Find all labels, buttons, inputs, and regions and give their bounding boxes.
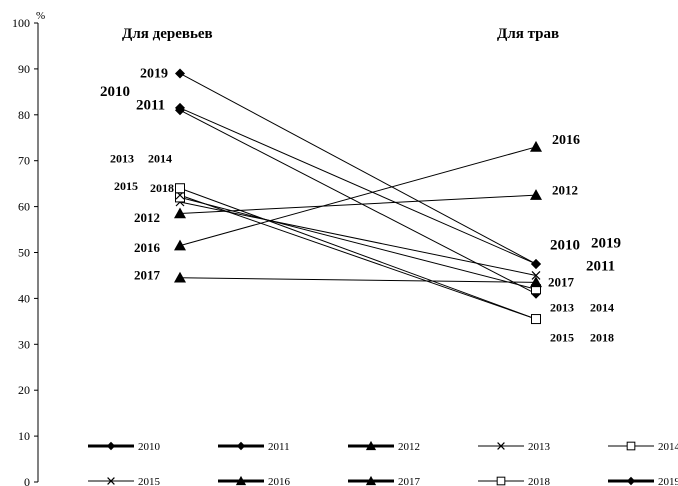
y-tick-label: 40 <box>18 291 30 305</box>
legend-item-2018: 2018 <box>478 476 551 486</box>
legend-label: 2018 <box>528 476 551 486</box>
legend-label: 2017 <box>398 476 421 486</box>
annotation-2016: 2016 <box>134 240 161 255</box>
y-axis-unit-label: % <box>36 10 45 22</box>
annotation-2011: 2011 <box>136 98 165 114</box>
series-line-2011 <box>179 109 537 295</box>
series-line-2014 <box>179 196 537 290</box>
annotation-2015: 2015 <box>114 179 138 193</box>
series-line-2019 <box>179 73 537 265</box>
data-point-2012 <box>174 207 186 219</box>
series-lines <box>179 73 537 320</box>
data-point-2017 <box>530 276 542 288</box>
legend-label: 2019 <box>658 476 678 486</box>
annotation-2016: 2016 <box>552 133 580 148</box>
annotation-2018: 2018 <box>590 330 614 344</box>
legend-marker <box>365 440 377 451</box>
legend-item-2014: 2014 <box>608 441 678 453</box>
legend-marker <box>236 441 246 451</box>
annotation-2010: 2010 <box>100 84 130 100</box>
legend-label: 2011 <box>268 441 290 453</box>
legend-item-2019: 2019 <box>608 476 678 486</box>
annotation-2019: 2019 <box>591 235 621 251</box>
category-label-grasses: Для трав <box>497 26 559 42</box>
legend-marker-stroke <box>107 477 115 485</box>
legend-marker <box>235 475 247 486</box>
legend-label: 2015 <box>138 476 161 486</box>
annotation-2019: 2019 <box>140 66 168 81</box>
y-tick-label: 90 <box>18 62 30 76</box>
legend-label: 2012 <box>398 441 420 453</box>
y-tick-label: 70 <box>18 154 30 168</box>
legend-label: 2013 <box>528 441 551 453</box>
annotation-2018: 2018 <box>150 181 174 195</box>
data-annotations: 2019 2010 2011 2013 2014 2015 2018 2012 2016 2017… <box>100 66 621 344</box>
data-point-2013-stroke <box>531 271 541 280</box>
annotation-2017: 2017 <box>548 274 575 289</box>
legend-label: 2016 <box>268 476 291 486</box>
annotation-2014: 2014 <box>148 151 172 165</box>
data-point-2018 <box>531 314 541 325</box>
annotation-2013: 2013 <box>550 301 574 315</box>
series-markers <box>174 68 542 325</box>
legend-item-2016: 2016 <box>218 475 291 486</box>
data-point-2014 <box>175 192 185 203</box>
legend-marker <box>496 476 506 486</box>
data-point-2011 <box>175 105 185 116</box>
legend-label: 2014 <box>658 441 678 453</box>
data-point-2018 <box>175 183 185 194</box>
annotation-2010: 2010 <box>550 238 580 254</box>
annotation-2012: 2012 <box>134 210 160 225</box>
y-tick-label: 100 <box>12 16 30 30</box>
y-tick-label: 20 <box>18 383 30 397</box>
legend-item-2010: 2010 <box>88 441 161 453</box>
data-point-2019 <box>175 68 185 79</box>
legend-marker <box>626 441 636 451</box>
category-label-trees: Для деревьев <box>122 26 213 42</box>
legend-item-2017: 2017 <box>348 475 421 486</box>
y-tick-label: 50 <box>18 246 30 260</box>
legend-marker <box>626 476 636 486</box>
y-axis: 0 10 20 30 40 50 60 70 80 90 100 <box>12 16 39 486</box>
series-line-2010 <box>179 107 537 265</box>
legend-item-2015: 2015 <box>88 476 161 486</box>
annotation-2012: 2012 <box>552 183 578 198</box>
data-point-2013 <box>531 271 541 280</box>
annotation-2014: 2014 <box>590 301 614 315</box>
legend-marker <box>497 442 505 450</box>
legend-marker-stroke <box>497 442 505 450</box>
legend-item-2013: 2013 <box>478 441 551 453</box>
annotation-2017: 2017 <box>134 267 161 282</box>
legend: 2010 2011 2012 2013 2014 2015 2016 2017 2018 2019 <box>88 440 678 486</box>
data-point-2016 <box>174 239 186 251</box>
y-tick-label: 10 <box>18 429 30 443</box>
series-line-2015 <box>179 194 537 320</box>
legend-marker <box>107 477 115 485</box>
legend-marker <box>365 475 377 486</box>
series-line-2013 <box>179 201 537 276</box>
y-tick-label: 60 <box>18 200 30 214</box>
annotation-2013: 2013 <box>110 151 134 165</box>
y-tick-label: 0 <box>24 475 30 486</box>
legend-item-2012: 2012 <box>348 440 420 453</box>
annotation-2011: 2011 <box>586 258 615 274</box>
data-point-2019 <box>531 258 541 269</box>
series-line-2018 <box>179 187 537 320</box>
series-line-2016 <box>179 146 537 247</box>
legend-label: 2010 <box>138 441 161 453</box>
legend-marker <box>106 441 116 451</box>
y-tick-label: 80 <box>18 108 30 122</box>
annotation-2015: 2015 <box>550 330 574 344</box>
data-point-2012 <box>530 189 542 200</box>
data-point-2016 <box>530 140 542 152</box>
data-point-2017 <box>174 271 186 283</box>
legend-item-2011: 2011 <box>218 441 290 453</box>
series-line-2017 <box>179 277 537 283</box>
y-tick-label: 30 <box>18 337 30 351</box>
